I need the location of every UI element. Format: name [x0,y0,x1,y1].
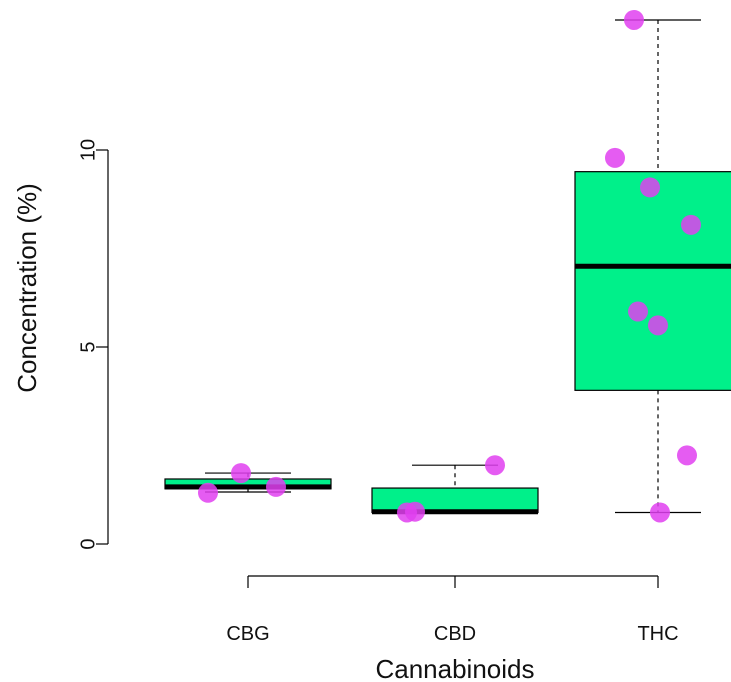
x-tick-label: THC [637,623,678,645]
x-tick-label: CBD [434,623,476,645]
y-tick-label: 10 [77,139,99,161]
data-point-cbg [231,463,251,484]
x-tick-label: CBG [226,623,269,645]
y-tick-label: 0 [77,538,99,549]
boxes-layer [164,19,731,515]
data-point-cbg [198,482,218,503]
data-point-cbd [485,455,505,476]
box-rect [371,487,539,514]
data-point-thc [640,177,660,198]
data-point-cbg [266,476,286,497]
x-axis: CBG CBD THC [226,575,679,645]
box-rect [574,171,731,391]
x-axis-title: Cannabinoids [375,654,534,682]
data-point-thc [677,445,697,466]
data-point-thc [650,502,670,523]
data-point-cbd [405,501,425,522]
y-tick-label: 5 [77,341,99,352]
y-axis: 0 5 10 [77,139,109,550]
box-cbd [371,464,539,515]
data-point-thc [648,315,668,336]
y-axis-title: Concentration (%) [12,183,42,393]
data-point-thc [624,9,644,30]
data-point-thc [628,301,648,322]
points-layer [198,9,701,523]
box-thc [574,19,731,514]
data-point-thc [681,214,701,235]
data-point-thc [605,147,625,168]
